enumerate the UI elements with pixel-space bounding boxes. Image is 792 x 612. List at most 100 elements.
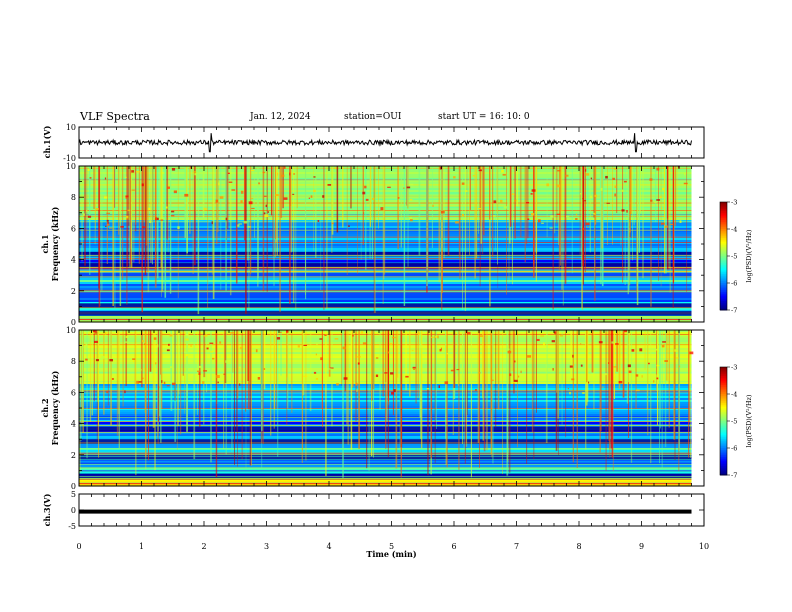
colorbar-segment — [720, 252, 727, 255]
spec-speckle — [678, 365, 681, 368]
spec-sferic — [159, 166, 161, 219]
colorbar-segment — [720, 417, 727, 420]
spec-sferic — [241, 330, 243, 460]
colorbar-ch2-tick-label: -3 — [731, 364, 737, 372]
spec-sferic — [582, 166, 585, 266]
spec-sferic — [360, 166, 362, 260]
spec-speckle — [582, 227, 585, 231]
spec-speckle — [83, 346, 88, 348]
spec-speckle — [230, 332, 234, 334]
spec-speckle — [582, 392, 585, 394]
spec-speckle — [594, 211, 596, 214]
spec-sferic — [481, 166, 484, 255]
spec-speckle — [212, 357, 215, 360]
spec-sferic — [292, 166, 295, 303]
ch1-freq-ylabel: Frequency (kHz) — [50, 206, 60, 281]
spec-speckle — [95, 359, 99, 362]
spec-sferic — [465, 330, 467, 443]
spec-sferic — [477, 330, 480, 443]
spec-speckle — [626, 210, 628, 213]
spec-speckle — [418, 345, 423, 349]
colorbar-segment — [720, 390, 727, 393]
spec-sferic — [96, 330, 98, 441]
colorbar-ch1-tick-label: -5 — [731, 253, 737, 261]
spec-row — [79, 240, 692, 243]
spec-sferic — [282, 166, 284, 209]
ch1-spec-ylabel: ch.1 — [40, 234, 50, 253]
spec-sferic — [263, 330, 266, 390]
spec-speckle — [251, 169, 255, 172]
spec-sferic — [385, 330, 387, 449]
spec-row — [79, 298, 692, 301]
spec-speckle — [439, 348, 442, 352]
spec-sferic — [357, 166, 358, 274]
spec-sferic — [262, 166, 265, 292]
spec-sferic — [452, 330, 454, 436]
spec-speckle — [305, 204, 307, 207]
colorbar-segment — [720, 203, 727, 207]
spec-row — [79, 168, 692, 171]
colorbar-segment — [720, 209, 727, 212]
spec-speckle — [104, 331, 107, 335]
spec-sferic — [231, 330, 233, 452]
colorbar-ch2-tick-label: -6 — [731, 445, 737, 453]
spec-row — [79, 274, 692, 277]
colorbar-segment — [720, 377, 727, 381]
spec-sferic — [593, 330, 595, 410]
spec-sferic — [630, 330, 633, 463]
spec-speckle — [131, 189, 135, 191]
spec-speckle — [639, 348, 643, 352]
spec-speckle — [656, 167, 660, 171]
spec-sferic — [436, 330, 437, 429]
spec-sferic — [369, 166, 372, 227]
spec-sferic — [475, 166, 478, 259]
spec-sferic — [290, 166, 293, 253]
spec-speckle — [108, 227, 113, 229]
spec-sferic — [161, 330, 163, 409]
spec-speckle — [572, 363, 575, 366]
spec-sferic — [114, 166, 116, 309]
spec-sferic — [659, 330, 660, 464]
x-tick-label: 7 — [514, 542, 519, 551]
spec-speckle — [357, 356, 361, 358]
spec-speckle — [587, 225, 589, 228]
spec-sferic — [149, 330, 152, 372]
x-axis-label: Time (min) — [366, 549, 416, 559]
spec-row — [79, 188, 692, 191]
spec-sferic — [321, 330, 323, 409]
spec-sferic — [145, 166, 147, 261]
spec-sferic — [445, 330, 446, 439]
spec-sferic — [236, 330, 237, 432]
colorbar-segment — [720, 214, 727, 217]
spec-sferic — [212, 166, 215, 300]
spec-sferic — [470, 330, 472, 478]
spec-sferic — [587, 166, 589, 224]
spec-sferic — [89, 166, 91, 240]
spec-sferic — [225, 166, 227, 291]
spec-row — [79, 472, 692, 475]
spec-speckle — [138, 369, 142, 371]
spec-sferic — [674, 330, 676, 461]
colorbar-segment — [720, 234, 727, 237]
spec-row — [79, 470, 692, 473]
spec-speckle — [364, 185, 367, 189]
spec-speckle — [257, 377, 261, 380]
spec-speckle — [501, 169, 504, 173]
spec-sferic — [186, 166, 188, 257]
spec-sferic — [93, 166, 95, 209]
spec-sferic — [358, 330, 360, 449]
spec-sferic — [301, 330, 303, 463]
spec-speckle — [461, 213, 465, 217]
colorbar-segment — [720, 379, 727, 382]
ch1-tick-label: 10 — [66, 123, 76, 132]
spec-row — [79, 200, 692, 203]
spec-sferic — [446, 330, 448, 468]
spec-sferic — [479, 166, 482, 227]
spec-sferic — [561, 330, 563, 425]
spec-sferic — [482, 330, 485, 441]
spec-speckle — [450, 369, 455, 372]
spec-speckle — [585, 222, 590, 226]
spec-speckle — [240, 200, 243, 204]
spec-sferic — [561, 166, 563, 290]
spec-sferic — [186, 166, 188, 254]
